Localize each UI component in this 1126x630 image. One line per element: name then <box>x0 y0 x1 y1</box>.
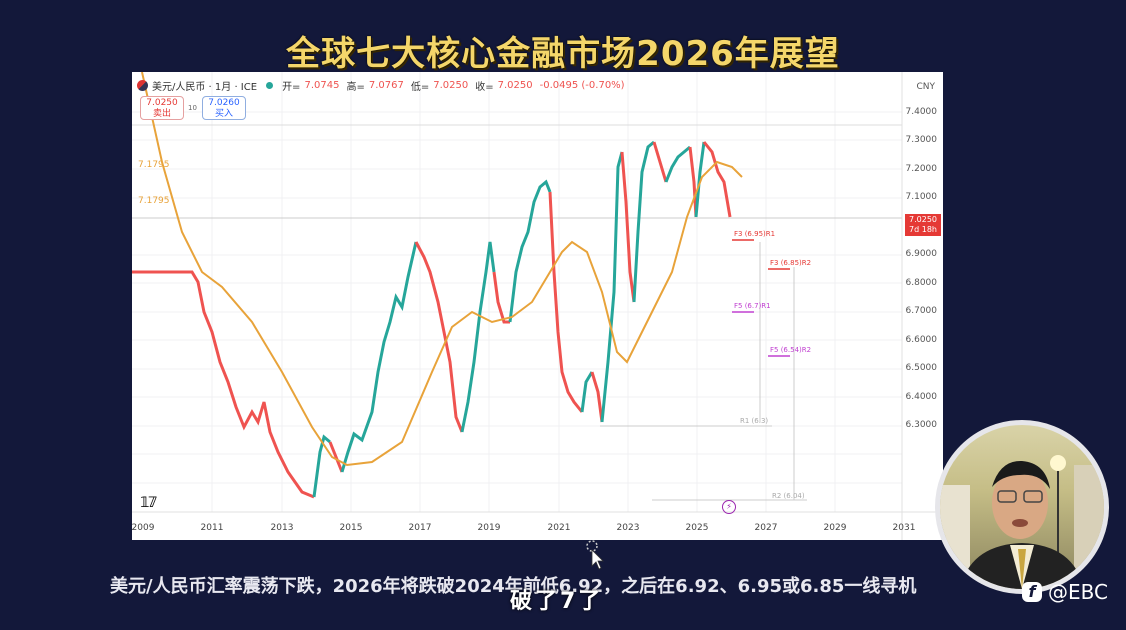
y-tick: 6.6000 <box>905 335 938 345</box>
open-value: 7.0745 <box>304 80 340 91</box>
x-tick: 2031 <box>892 523 916 533</box>
symbol-header: 美元/人民币 · 1月 · ICE 开= 7.0745 高= 7.0767 低= 7.… <box>137 78 628 93</box>
channel-watermark: f @EBC <box>1022 580 1108 604</box>
x-tick: 2029 <box>823 523 847 533</box>
y-tick: 6.3000 <box>905 420 938 430</box>
usd-cny-flag-icon <box>137 80 148 91</box>
x-tick: 2011 <box>200 523 224 533</box>
x-tick: 2013 <box>270 523 294 533</box>
tradingview-logo[interactable]: 𝟙𝟟 <box>140 495 158 511</box>
x-tick: 2023 <box>616 523 640 533</box>
y-tick: 6.8000 <box>905 278 938 288</box>
facebook-icon: f <box>1022 582 1042 602</box>
mouse-cursor-icon <box>586 540 604 570</box>
buy-price: 7.0260 <box>208 98 240 108</box>
x-tick: 2027 <box>754 523 778 533</box>
currency-selector[interactable]: CNY <box>916 82 935 92</box>
fib-label: F5 (6.7)R1 <box>734 302 771 310</box>
fib-label: R1 (6.3) <box>740 417 769 425</box>
y-tick: 6.4000 <box>905 392 938 402</box>
lightning-icon[interactable]: ⚡ <box>722 500 736 514</box>
buy-label: 买入 <box>214 109 233 119</box>
fib-label: F3 (6.85)R2 <box>770 259 812 267</box>
y-tick: 6.7000 <box>905 306 938 316</box>
fib-label: F3 (6.95)R1 <box>734 230 776 238</box>
open-label: 开= <box>282 82 301 93</box>
y-tick: 7.2000 <box>905 164 938 174</box>
y-tick: 7.1000 <box>905 192 938 202</box>
spread-value: 10 <box>188 104 197 112</box>
x-tick: 2025 <box>685 523 709 533</box>
chart-canvas[interactable] <box>132 72 943 540</box>
high-label: 高= <box>346 82 365 93</box>
high-value: 7.0767 <box>368 80 404 91</box>
symbol-name[interactable]: 美元/人民币 · 1月 · ICE <box>152 82 258 93</box>
fib-label: F5 (6.54)R2 <box>770 346 812 354</box>
subtitle-caption: 美元/人民币汇率震荡下跌，2026年将跌破2024年前低6.92，之后在6.92… <box>110 576 917 597</box>
last-price-tag: 7.0250 7d 18h <box>905 214 941 236</box>
ma-label: 7.1795 <box>138 160 170 170</box>
y-tick: 6.5000 <box>905 363 938 373</box>
y-tick: 7.3000 <box>905 135 938 145</box>
y-tick: 6.9000 <box>905 249 938 259</box>
sell-label: 卖出 <box>152 109 171 119</box>
last-price: 7.0250 <box>909 215 937 224</box>
x-tick: 2017 <box>408 523 432 533</box>
x-tick: 2009 <box>132 523 155 533</box>
low-label: 低= <box>410 82 430 93</box>
ma-label: 7.1795 <box>138 196 170 206</box>
spoken-caption: 破了7了 <box>510 589 604 614</box>
low-value: 7.0250 <box>433 80 469 91</box>
presenter-video <box>935 420 1109 594</box>
x-tick: 2019 <box>477 523 501 533</box>
change-value: -0.0495 (-0.70%) <box>539 80 625 91</box>
page-title: 全球七大核心金融市场2026年展望 <box>286 34 840 74</box>
tradingview-chart[interactable]: 美元/人民币 · 1月 · ICE 开= 7.0745 高= 7.0767 低= 7.… <box>132 72 943 540</box>
buy-button[interactable]: 7.0260 买入 <box>202 96 246 120</box>
close-label: 收= <box>475 82 494 93</box>
x-tick: 2015 <box>339 523 363 533</box>
presenter-portrait <box>940 455 1104 589</box>
x-tick: 2021 <box>547 523 571 533</box>
market-status-icon <box>266 82 274 89</box>
sell-price: 7.0250 <box>146 98 178 108</box>
channel-handle: @EBC <box>1048 580 1108 604</box>
fib-label: R2 (6.04) <box>772 492 805 500</box>
bar-countdown: 7d 18h <box>909 225 937 234</box>
y-tick: 7.4000 <box>905 107 938 117</box>
sell-button[interactable]: 7.0250 卖出 <box>140 96 184 120</box>
close-value: 7.0250 <box>497 80 533 91</box>
